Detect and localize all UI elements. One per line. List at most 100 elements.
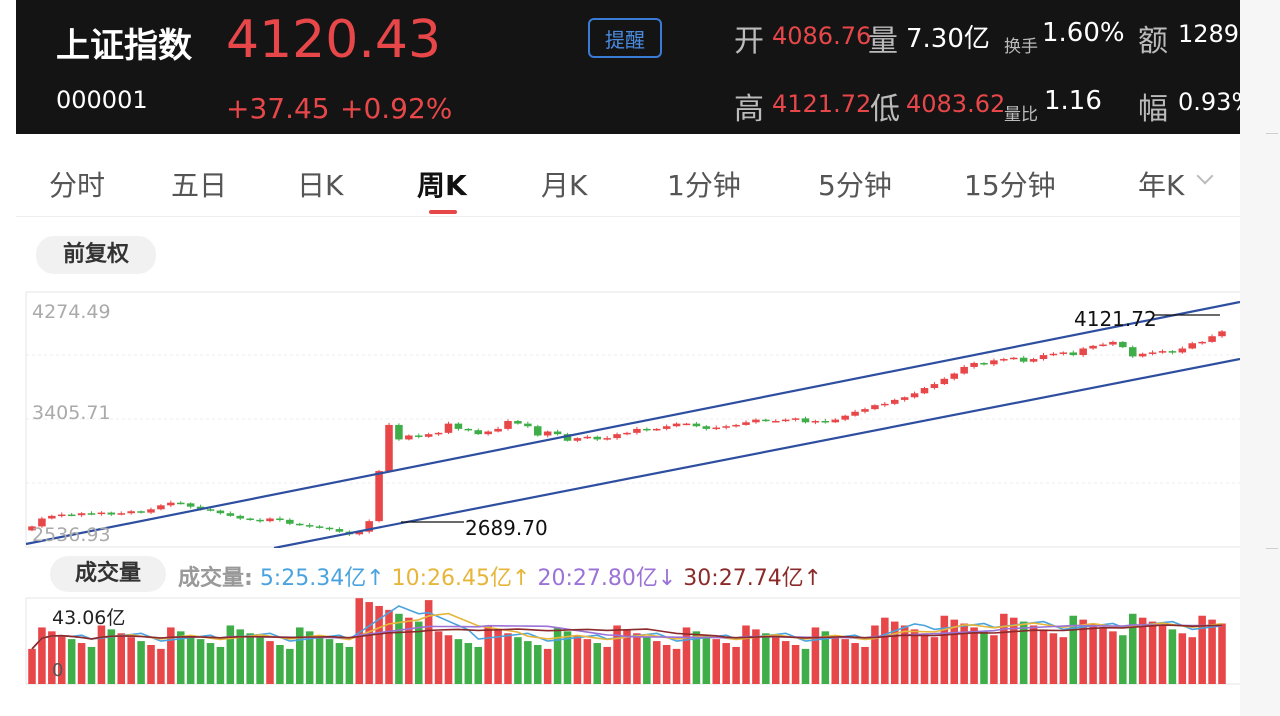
volume-bars: [28, 598, 1226, 684]
candle-body: [682, 423, 691, 426]
volume-indicator-button[interactable]: 成交量: [50, 556, 166, 592]
candle-body: [1158, 351, 1167, 353]
tab-daily-k[interactable]: 日K: [297, 169, 344, 202]
upper-trend-line: [25, 300, 1240, 546]
candle-body: [771, 420, 780, 423]
volume-ma10-line: [31, 612, 1223, 650]
volume-ma5: 5:25.34亿↑: [259, 566, 385, 591]
volume-bar: [216, 646, 225, 684]
volume-bar: [890, 621, 899, 684]
candle-body: [811, 420, 820, 423]
candle-body: [573, 438, 582, 441]
candle-body: [28, 526, 36, 531]
volume-value: 7.30亿: [906, 24, 990, 54]
volume-bar: [1148, 621, 1157, 684]
volume-bar: [960, 623, 968, 684]
candle-body: [295, 523, 304, 526]
candle-body: [662, 426, 671, 429]
active-tab-indicator: [429, 210, 457, 214]
candle-body: [970, 362, 978, 367]
volume-bar: [355, 598, 364, 684]
open-value: 4086.76: [772, 22, 872, 50]
volume-bar: [395, 613, 403, 684]
candle-body: [702, 426, 711, 429]
tab-15min[interactable]: 15分钟: [964, 169, 1056, 202]
candle-body: [752, 419, 760, 423]
low-value: 4083.62: [906, 90, 1006, 118]
tab-intraday[interactable]: 分时: [49, 169, 106, 202]
candle-body: [186, 503, 195, 507]
candle-body: [841, 415, 849, 420]
candle-body: [652, 428, 661, 431]
candle-body: [464, 428, 473, 431]
candle-body: [1208, 336, 1216, 342]
volume-bar: [454, 639, 463, 684]
candle-body: [851, 411, 859, 416]
volume-bar: [424, 600, 433, 684]
volume-ma10: 10:26.45亿↑: [391, 566, 531, 591]
candle-body: [1168, 351, 1177, 353]
candle-body: [871, 405, 879, 410]
candle-body: [305, 525, 314, 527]
period-tabs: 分时 五日 日K 周K 月K 1分钟 5分钟 15分钟 年K: [16, 134, 1240, 217]
tab-five-day[interactable]: 五日: [171, 169, 228, 202]
tab-monthly-k[interactable]: 月K: [541, 169, 588, 202]
volume-bar: [107, 629, 116, 684]
volume-bar: [593, 643, 602, 684]
volume-bar: [643, 637, 651, 684]
candle-body: [1128, 347, 1137, 357]
volume-bar: [1138, 617, 1147, 684]
volume-bar: [920, 633, 929, 684]
candle-body: [1138, 353, 1147, 357]
volume-bar: [176, 631, 185, 684]
candle-body: [960, 366, 968, 374]
volume-bar: [881, 617, 889, 684]
volume-bar: [325, 639, 334, 684]
tab-1min[interactable]: 1分钟: [667, 169, 741, 202]
volume-bar: [405, 617, 413, 684]
volume-bar: [295, 627, 304, 684]
volume-bar: [781, 641, 790, 684]
candle-body: [831, 419, 840, 423]
tab-yearly-k[interactable]: 年K: [1138, 169, 1185, 202]
candle-body: [920, 388, 929, 394]
candle-body: [633, 428, 641, 433]
candle-body: [107, 512, 116, 515]
volume-ma30-line: [31, 624, 1223, 650]
candle-body: [226, 513, 235, 516]
volume-bar: [484, 625, 492, 684]
adjust-mode-button[interactable]: 前复权: [36, 236, 156, 274]
volume-bar: [305, 631, 314, 684]
volume-bar: [791, 644, 800, 684]
volume-bar: [851, 643, 859, 684]
volume-legend-prefix: 成交量:: [178, 566, 253, 591]
volume-bar: [1029, 625, 1038, 684]
volume-bar: [1109, 631, 1117, 684]
candle-body: [930, 384, 939, 389]
y-tick-bottom: 2536.93: [32, 524, 111, 546]
volume-bar: [1188, 637, 1197, 684]
candle-body: [38, 518, 46, 527]
volume-bar: [1049, 633, 1058, 684]
volume-bar: [226, 625, 235, 684]
volume-bar: [742, 625, 750, 684]
volume-bar: [1079, 619, 1087, 684]
tab-weekly-k[interactable]: 周K: [417, 169, 467, 202]
candle-body: [57, 514, 66, 517]
volume-bar: [583, 639, 592, 684]
alert-button[interactable]: 提醒: [588, 18, 662, 58]
tab-5min[interactable]: 5分钟: [818, 169, 892, 202]
volume-bar: [613, 625, 621, 684]
candle-body: [355, 531, 364, 535]
candle-body: [484, 431, 492, 435]
candle-body: [543, 431, 552, 436]
volratio-value: 1.16: [1044, 86, 1102, 116]
volume-bar: [1000, 613, 1008, 684]
amount-value: 12892: [1178, 20, 1240, 48]
candle-body: [375, 471, 383, 522]
volume-bar: [474, 646, 483, 684]
candle-body: [1148, 352, 1157, 354]
volume-min-label: 0: [52, 660, 63, 681]
volume-bar: [167, 627, 175, 684]
candle-body: [1079, 348, 1087, 356]
